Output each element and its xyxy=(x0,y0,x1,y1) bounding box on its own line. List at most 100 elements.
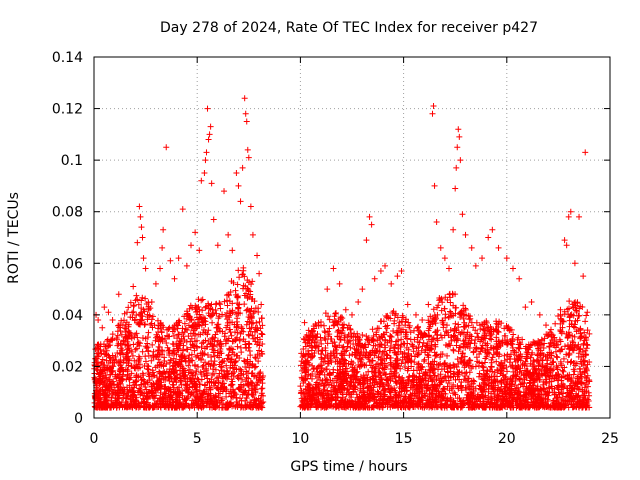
roti-point xyxy=(433,399,440,406)
roti-point xyxy=(397,365,404,372)
roti-point xyxy=(318,347,325,354)
roti-point xyxy=(222,313,229,320)
roti-point xyxy=(584,342,591,349)
roti-point xyxy=(247,352,254,359)
roti-point xyxy=(201,351,208,358)
roti-point xyxy=(445,314,452,321)
roti-point xyxy=(330,366,337,373)
roti-point xyxy=(504,404,511,411)
roti-point xyxy=(519,379,526,386)
roti-point xyxy=(498,404,505,411)
roti-point xyxy=(369,395,376,402)
roti-point xyxy=(353,391,360,398)
roti-point xyxy=(234,321,241,328)
roti-point xyxy=(458,354,465,361)
roti-point xyxy=(494,394,501,401)
roti-point xyxy=(332,309,339,316)
roti-point xyxy=(331,339,338,346)
roti-point xyxy=(391,402,398,409)
roti-point xyxy=(133,397,140,404)
roti-point xyxy=(481,375,488,382)
roti-point xyxy=(309,375,316,382)
roti-point xyxy=(157,402,164,409)
roti-point xyxy=(153,386,160,393)
roti-point xyxy=(398,336,405,343)
roti-point xyxy=(130,303,137,310)
roti-point xyxy=(454,403,461,410)
roti-point xyxy=(221,357,228,364)
roti-point xyxy=(134,363,141,370)
roti-point xyxy=(477,383,484,390)
roti-point xyxy=(254,324,261,331)
roti-point xyxy=(170,378,177,385)
roti-point xyxy=(399,402,406,409)
roti-point xyxy=(477,322,484,329)
roti-point xyxy=(483,400,490,407)
roti-point xyxy=(102,364,109,371)
roti-point xyxy=(144,390,151,397)
roti-point xyxy=(215,394,222,401)
roti-point xyxy=(171,347,178,354)
roti-point xyxy=(472,385,479,392)
roti-point xyxy=(193,388,200,395)
roti-point xyxy=(326,325,333,332)
roti-point xyxy=(560,355,567,362)
roti-point xyxy=(418,347,425,354)
roti-point xyxy=(447,365,454,372)
roti-point xyxy=(474,330,481,337)
roti-point xyxy=(248,305,255,312)
roti-point xyxy=(303,358,310,365)
roti-point xyxy=(390,371,397,378)
roti-point xyxy=(427,367,434,374)
roti-point xyxy=(371,348,378,355)
roti-point xyxy=(467,315,474,322)
roti-point xyxy=(195,316,202,323)
roti-point xyxy=(125,359,132,366)
roti-point xyxy=(191,380,198,387)
roti-point xyxy=(200,339,207,346)
roti-point xyxy=(321,328,328,335)
roti-point xyxy=(241,292,248,299)
roti-point xyxy=(429,358,436,365)
roti-point xyxy=(413,345,420,352)
roti-point xyxy=(466,369,473,376)
roti-point xyxy=(431,366,438,373)
roti-point xyxy=(259,322,266,329)
roti-point xyxy=(166,359,173,366)
roti-point xyxy=(127,299,134,306)
roti-point xyxy=(156,369,163,376)
roti-point xyxy=(485,324,492,331)
roti-point xyxy=(322,344,329,351)
roti-point xyxy=(570,323,577,330)
roti-point xyxy=(537,351,544,358)
roti-point xyxy=(493,348,500,355)
roti-point xyxy=(228,370,235,377)
roti-point xyxy=(137,387,144,394)
roti-point xyxy=(332,404,339,411)
roti-point xyxy=(192,371,199,378)
roti-point xyxy=(192,381,199,388)
roti-point xyxy=(325,391,332,398)
roti-point xyxy=(301,336,308,343)
roti-point xyxy=(218,404,225,411)
roti-point xyxy=(487,399,494,406)
roti-point xyxy=(297,362,304,369)
roti-point xyxy=(156,344,163,351)
roti-point xyxy=(181,354,188,361)
roti-point xyxy=(465,401,472,408)
roti-point xyxy=(143,386,150,393)
roti-point xyxy=(190,375,197,382)
roti-point xyxy=(186,366,193,373)
roti-point xyxy=(402,382,409,389)
roti-point xyxy=(488,336,495,343)
roti-point xyxy=(470,377,477,384)
roti-point xyxy=(170,402,177,409)
roti-point xyxy=(109,390,116,397)
roti-point xyxy=(202,329,209,336)
roti-point xyxy=(227,401,234,408)
roti-point xyxy=(252,354,259,361)
roti-point xyxy=(145,404,152,411)
roti-point xyxy=(379,357,386,364)
roti-point xyxy=(244,360,251,367)
roti-point xyxy=(357,373,364,380)
